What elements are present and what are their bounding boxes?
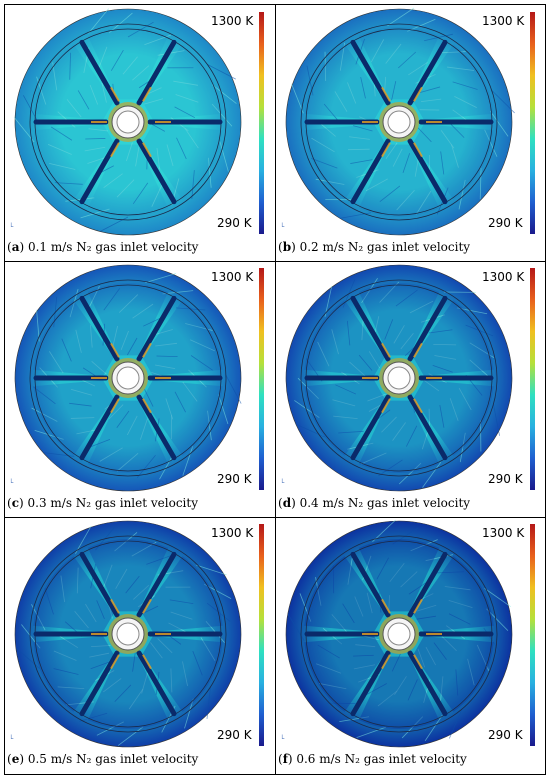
panel-caption: (f) 0.6 m/s N₂ gas inlet velocity xyxy=(278,752,467,766)
colorbar-min-label: 290 K xyxy=(217,472,252,486)
blade xyxy=(136,295,177,362)
row-divider xyxy=(5,261,545,262)
colorbar-min-label: 290 K xyxy=(488,472,523,486)
blade xyxy=(79,295,120,362)
temperature-colorbar xyxy=(530,524,535,746)
blade xyxy=(350,295,391,362)
axes-triad-icon: └ xyxy=(9,735,14,743)
panel-caption: (d) 0.4 m/s N₂ gas inlet velocity xyxy=(278,496,471,510)
blade xyxy=(407,650,448,717)
temperature-colorbar xyxy=(530,12,535,234)
colorbar-min-label: 290 K xyxy=(217,216,252,230)
blade xyxy=(407,39,448,106)
panel-caption: (c) 0.3 m/s N₂ gas inlet velocity xyxy=(7,496,198,510)
blade xyxy=(79,39,120,106)
panel-c: 1300 K 290 K └ (c) 0.3 m/s N₂ gas inlet vel… xyxy=(5,261,275,517)
column-divider xyxy=(275,5,276,774)
colorbar-min-label: 290 K xyxy=(217,728,252,742)
blade xyxy=(136,551,177,618)
blade xyxy=(407,138,448,205)
temperature-streamline-plot xyxy=(14,264,242,492)
temperature-streamline-plot xyxy=(285,519,513,748)
blade xyxy=(350,39,391,106)
axes-triad-icon: └ xyxy=(280,223,285,231)
axes-triad-icon: └ xyxy=(280,479,285,487)
colorbar-min-label: 290 K xyxy=(488,216,523,230)
blade xyxy=(407,551,448,618)
colorbar-max-label: 1300 K xyxy=(482,526,525,540)
panel-caption: (a) 0.1 m/s N₂ gas inlet velocity xyxy=(7,240,199,254)
panel-f: 1300 K 290 K └ (f) 0.6 m/s N₂ gas inlet vel… xyxy=(276,517,546,773)
panel-e: 1300 K 290 K └ (e) 0.5 m/s N₂ gas inlet vel… xyxy=(5,517,275,773)
row-divider xyxy=(5,517,545,518)
panel-caption: (b) 0.2 m/s N₂ gas inlet velocity xyxy=(278,240,471,254)
colorbar-max-label: 1300 K xyxy=(211,270,254,284)
temperature-streamline-plot xyxy=(285,7,515,236)
colorbar-max-label: 1300 K xyxy=(211,14,254,28)
blade xyxy=(136,394,177,461)
axes-triad-icon: └ xyxy=(9,223,14,231)
colorbar-max-label: 1300 K xyxy=(482,270,525,284)
blade xyxy=(350,138,391,205)
panel-d: 1300 K 290 K └ (d) 0.4 m/s N₂ gas inlet vel… xyxy=(276,261,546,517)
colorbar-min-label: 290 K xyxy=(488,728,523,742)
blade xyxy=(407,295,448,362)
blade xyxy=(79,394,120,461)
panel-caption: (e) 0.5 m/s N₂ gas inlet velocity xyxy=(7,752,199,766)
blade xyxy=(136,650,177,717)
colorbar-max-label: 1300 K xyxy=(482,14,525,28)
temperature-colorbar xyxy=(530,268,535,490)
blade xyxy=(407,394,448,461)
temperature-colorbar xyxy=(259,12,264,234)
blade xyxy=(79,650,120,717)
blade xyxy=(350,394,391,461)
blade xyxy=(79,138,120,205)
blade xyxy=(136,39,177,106)
temperature-streamline-plot xyxy=(285,264,513,492)
blade xyxy=(350,650,391,717)
figure-grid xyxy=(4,4,546,775)
temperature-colorbar xyxy=(259,268,264,490)
blade xyxy=(350,551,391,618)
temperature-colorbar xyxy=(259,524,264,746)
axes-triad-icon: └ xyxy=(9,479,14,487)
temperature-streamline-plot xyxy=(14,520,242,748)
blade xyxy=(136,138,177,205)
colorbar-max-label: 1300 K xyxy=(211,526,254,540)
temperature-streamline-plot xyxy=(13,8,242,236)
axes-triad-icon: └ xyxy=(280,735,285,743)
panel-b: 1300 K 290 K └ (b) 0.2 m/s N₂ gas inlet vel… xyxy=(276,5,546,261)
panel-a: 1300 K 290 K └ (a) 0.1 m/s N₂ gas inlet vel… xyxy=(5,5,275,261)
blade xyxy=(79,551,120,618)
